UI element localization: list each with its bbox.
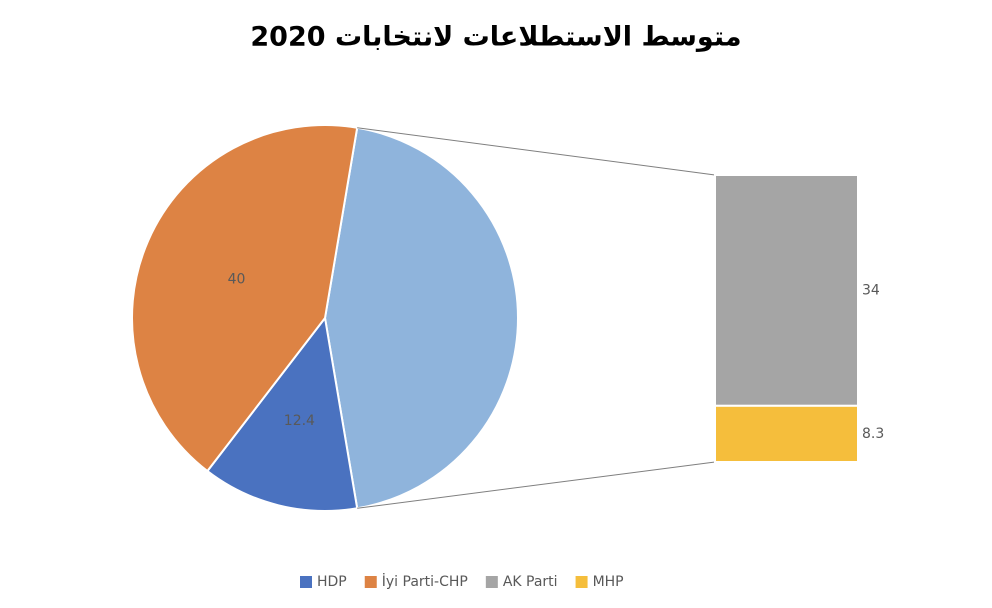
pie-slice xyxy=(206,315,359,512)
legend-swatch xyxy=(575,576,588,588)
pie-slice-other xyxy=(323,126,519,510)
chart-title: متوسط الاستطلاعات لانتخابات 2020 xyxy=(250,22,741,53)
legend-label: AK Parti xyxy=(503,574,558,590)
legend-swatch xyxy=(300,576,312,588)
pie-slice xyxy=(131,124,359,473)
legend-label: HDP xyxy=(317,574,347,590)
bar-segment xyxy=(714,404,859,463)
legend-swatch xyxy=(364,576,377,588)
connector-line xyxy=(357,461,716,509)
legend-label: MHP xyxy=(593,574,624,590)
data-label: 34 xyxy=(862,282,880,298)
bar-segment xyxy=(714,174,859,407)
data-label: 12.4 xyxy=(284,413,315,429)
connector-line xyxy=(357,127,716,176)
data-label: 8.3 xyxy=(862,426,884,442)
legend-swatch xyxy=(485,576,498,588)
legend-label: İyi Parti-CHP xyxy=(382,572,468,590)
data-label: 40 xyxy=(228,271,246,287)
